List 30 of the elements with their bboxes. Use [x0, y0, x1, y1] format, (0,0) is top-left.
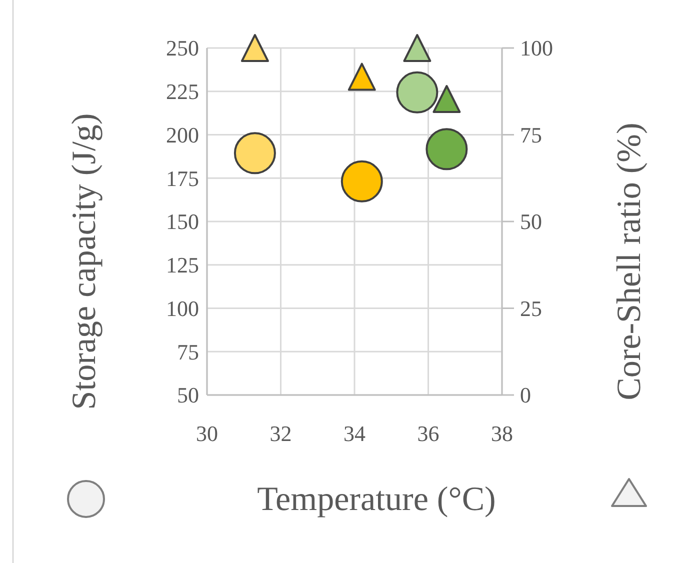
y-tick-label: 250: [166, 36, 199, 61]
y-tick-label: 150: [166, 209, 199, 234]
y-tick-label: 75: [177, 339, 199, 364]
x-tick-label: 38: [491, 421, 513, 446]
x-tick-label: 32: [270, 421, 292, 446]
y2-tick-label: 75: [520, 122, 542, 148]
x-tick-label: 30: [196, 421, 218, 446]
y2-tick-label: 25: [520, 296, 542, 321]
y2-tick-label: 50: [520, 209, 542, 234]
x-tick-label: 34: [344, 421, 366, 446]
point: [426, 128, 468, 170]
y-tick-label: 225: [166, 79, 199, 104]
y2-tick-label: 0: [520, 382, 531, 408]
point: [240, 34, 269, 62]
y-tick-label: 100: [166, 296, 199, 321]
point: [340, 160, 383, 202]
y2-tick-label: 100: [520, 36, 553, 61]
y-tick-label: 200: [166, 122, 199, 148]
y2-axis-title: Core-Shell ratio (%): [611, 122, 648, 400]
point: [234, 132, 276, 174]
y-tick-label: 175: [166, 166, 199, 191]
x-axis-title: Temperature (°C): [257, 481, 496, 518]
point: [432, 85, 461, 114]
y-tick-label: 125: [166, 252, 199, 278]
point: [348, 62, 376, 91]
point: [396, 71, 438, 114]
x-tick-label: 36: [417, 421, 440, 446]
point: [403, 34, 432, 62]
y-axis-title: Storage capacity (J/g): [66, 113, 103, 410]
y-tick-label: 50: [177, 382, 199, 408]
